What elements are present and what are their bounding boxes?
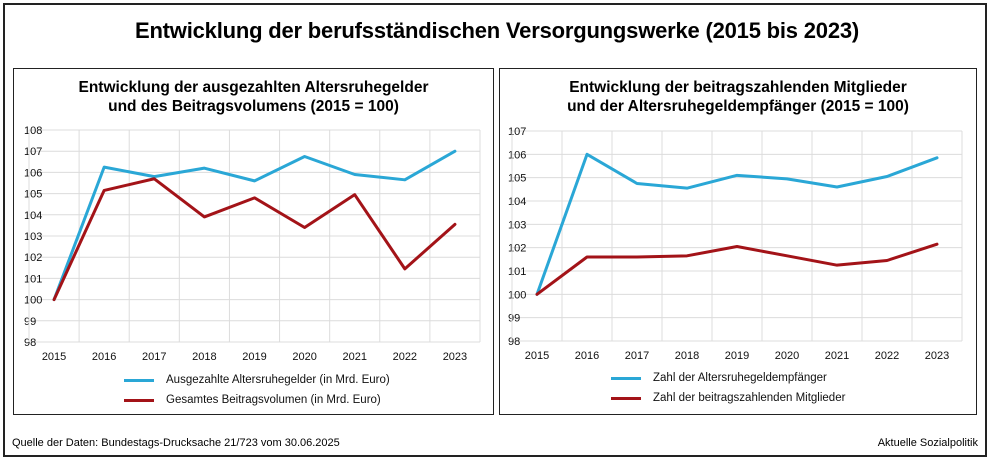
y-tick-label: 106	[24, 167, 42, 179]
x-tick-label: 2017	[625, 350, 649, 362]
x-tick-label: 2018	[192, 351, 216, 363]
legend-swatch-blue	[124, 378, 154, 382]
chart-panel-left: Entwicklung der ausgezahlten Altersruheg…	[13, 68, 494, 415]
legend-label: Zahl der beitragszahlenden Mitglieder	[653, 392, 846, 404]
x-tick-label: 2022	[875, 350, 899, 362]
y-tick-label: 106	[508, 149, 526, 161]
legend-right: Zahl der Altersruhegeldempfänger Zahl de…	[611, 368, 845, 408]
y-tick-label: 101	[508, 266, 526, 278]
legend-label: Gesamtes Beitragsvolumen (in Mrd. Euro)	[166, 394, 381, 406]
y-tick-label: 104	[508, 196, 526, 208]
y-tick-label: 103	[24, 231, 42, 243]
x-tick-label: 2020	[292, 351, 316, 363]
y-tick-label: 100	[24, 295, 42, 307]
legend-item: Zahl der beitragszahlenden Mitglieder	[611, 388, 845, 408]
y-tick-label: 107	[508, 126, 526, 138]
y-tick-label: 99	[508, 313, 520, 325]
x-tick-label: 2015	[42, 351, 66, 363]
x-tick-label: 2019	[725, 350, 749, 362]
series-line-red	[52, 177, 457, 302]
y-tick-label: 102	[24, 252, 42, 264]
y-tick-label: 101	[24, 273, 42, 285]
line-chart-right: 98 99 100 101 102 103 104 105 106 107 2015 2016 2017…	[508, 126, 963, 362]
legend-label: Zahl der Altersruhegeldempfänger	[653, 372, 827, 384]
x-tick-label: 2022	[393, 351, 417, 363]
chart-title-right: Entwicklung der beitragszahlenden Mitgli…	[567, 79, 909, 115]
series-line-red	[535, 242, 939, 296]
source-note: Quelle der Daten: Bundestags-Drucksache …	[12, 437, 340, 449]
figure-frame	[3, 3, 987, 457]
legend-item: Zahl der Altersruhegeldempfänger	[611, 368, 845, 388]
x-tick-label: 2021	[825, 350, 849, 362]
legend-item: Gesamtes Beitragsvolumen (in Mrd. Euro)	[124, 390, 390, 410]
x-tick-label: 2018	[675, 350, 699, 362]
y-tick-label: 98	[24, 337, 36, 349]
y-tick-label: 99	[24, 316, 36, 328]
x-tick-label: 2021	[342, 351, 366, 363]
series-line-blue	[52, 149, 457, 302]
publisher-note: Aktuelle Sozialpolitik	[877, 437, 978, 449]
main-title: Entwicklung der berufsständischen Versor…	[134, 18, 860, 43]
y-tick-label: 98	[508, 336, 520, 348]
legend-left: Ausgezahlte Altersruhegelder (in Mrd. Eu…	[124, 370, 390, 410]
legend-item: Ausgezahlte Altersruhegelder (in Mrd. Eu…	[124, 370, 390, 390]
x-tick-label: 2016	[575, 350, 599, 362]
y-tick-label: 102	[508, 243, 526, 255]
legend-swatch-red	[124, 398, 154, 402]
x-tick-label: 2015	[525, 350, 549, 362]
legend-label: Ausgezahlte Altersruhegelder (in Mrd. Eu…	[166, 374, 390, 386]
chart-panel-right: Entwicklung der beitragszahlenden Mitgli…	[499, 68, 977, 415]
x-tick-label: 2023	[925, 350, 949, 362]
x-tick-label: 2016	[92, 351, 116, 363]
line-chart-left: 98 99 100 101 102 103 104 105 106 107 108 2015 2016 2…	[24, 125, 481, 363]
legend-swatch-red	[611, 396, 641, 400]
x-tick-label: 2023	[443, 351, 467, 363]
x-tick-label: 2019	[242, 351, 266, 363]
y-tick-label: 107	[24, 146, 42, 158]
chart-title-left: Entwicklung der ausgezahlten Altersruheg…	[78, 79, 429, 115]
y-tick-label: 108	[24, 125, 42, 137]
x-tick-label: 2017	[142, 351, 166, 363]
y-tick-label: 104	[24, 210, 42, 222]
y-tick-label: 105	[24, 189, 42, 201]
y-tick-label: 100	[508, 289, 526, 301]
y-tick-label: 105	[508, 173, 526, 185]
legend-swatch-blue	[611, 376, 641, 380]
y-tick-label: 103	[508, 219, 526, 231]
x-tick-label: 2020	[775, 350, 799, 362]
